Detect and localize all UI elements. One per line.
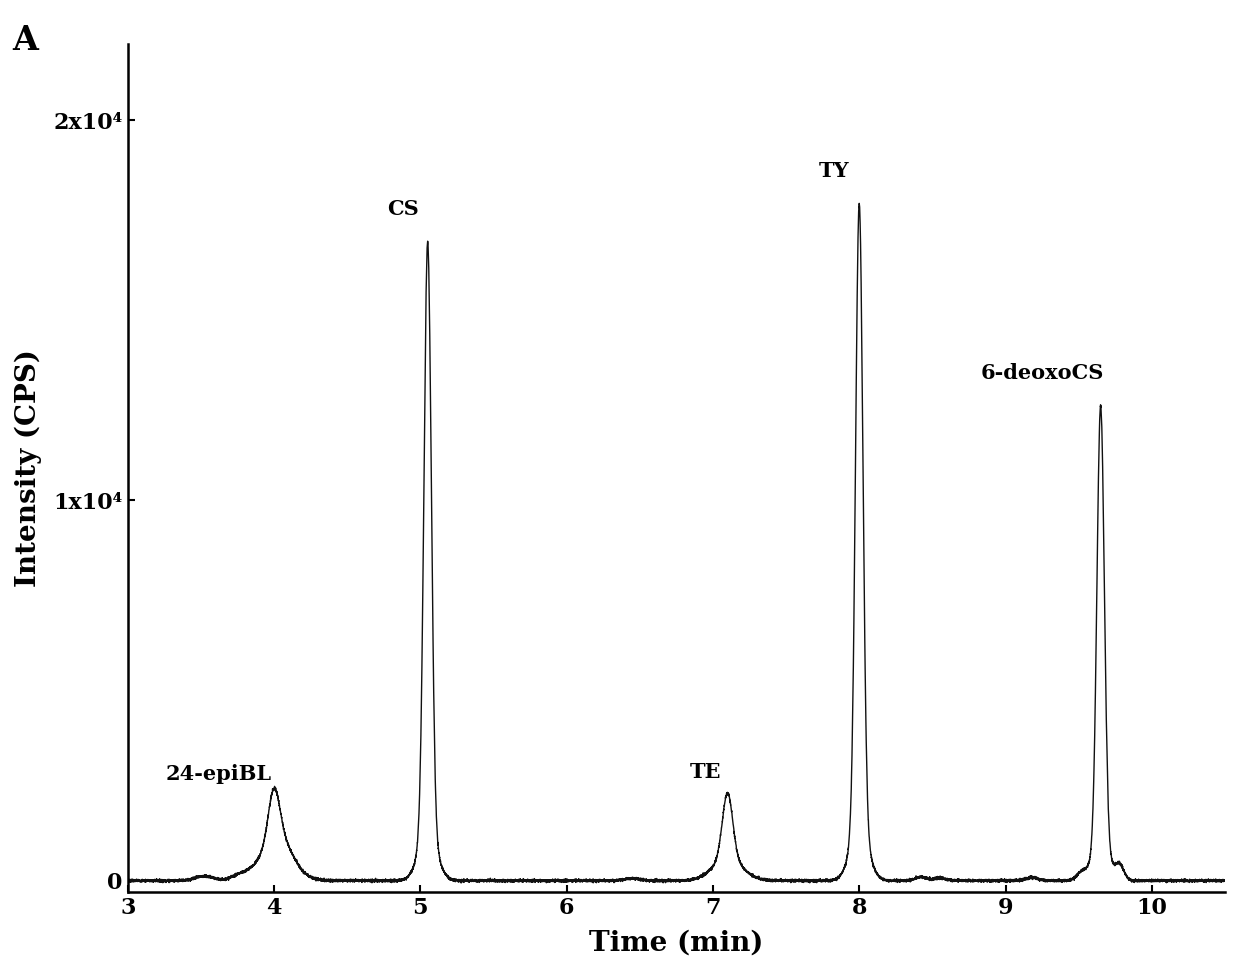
X-axis label: Time (min): Time (min)	[589, 930, 764, 957]
Text: 24-epiBL: 24-epiBL	[165, 764, 272, 783]
Text: 6-deoxoCS: 6-deoxoCS	[981, 363, 1104, 383]
Text: A: A	[12, 24, 38, 57]
Text: TE: TE	[689, 762, 722, 781]
Text: TY: TY	[820, 161, 849, 181]
Y-axis label: Intensity (CPS): Intensity (CPS)	[15, 349, 42, 587]
Text: CS: CS	[387, 199, 419, 219]
